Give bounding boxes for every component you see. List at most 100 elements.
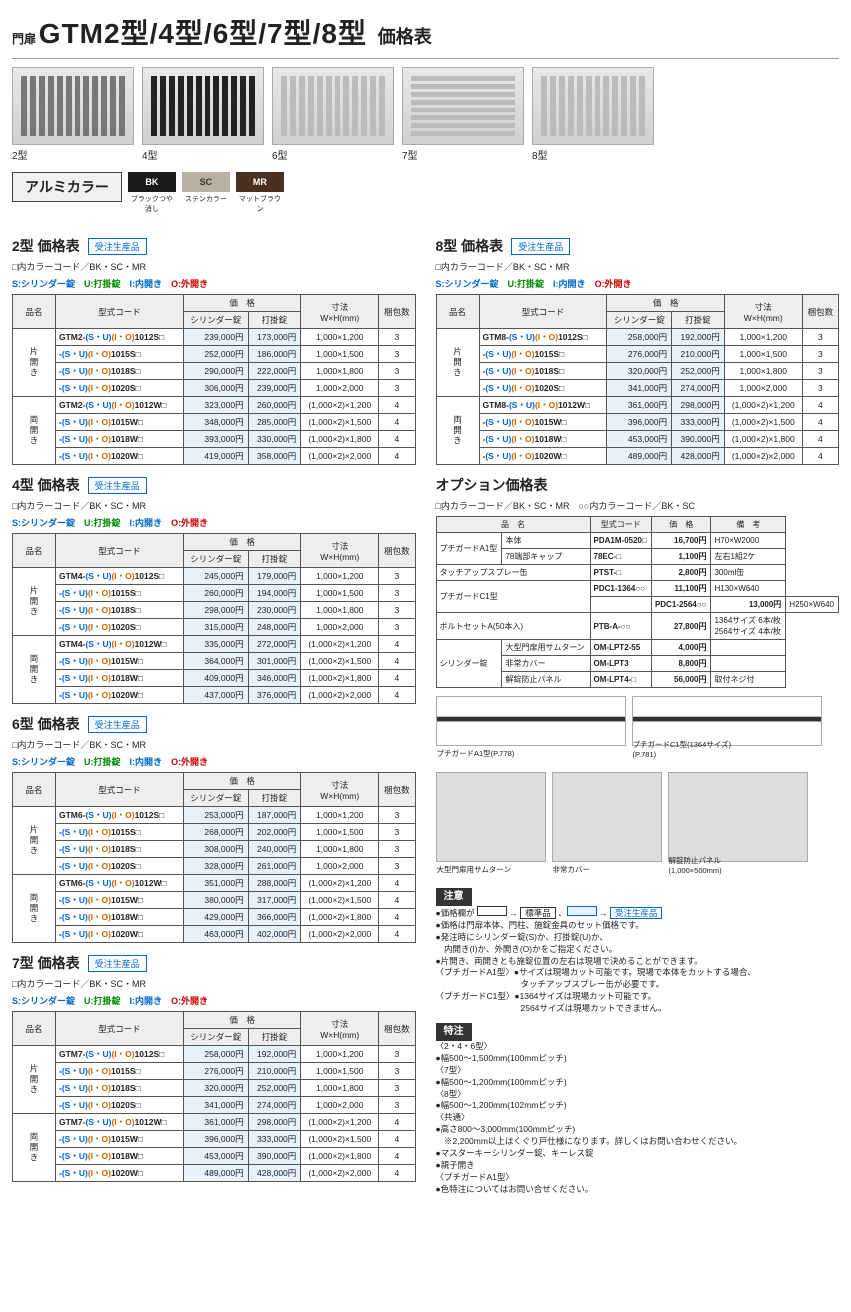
price-latch: 192,000円: [672, 329, 725, 346]
model-code: GTM4-(S・U)(I・O)1012S□: [56, 568, 184, 585]
price-latch: 239,000円: [248, 380, 301, 397]
note-line: ●片開き、両開きとも施錠位置の左右は現場で決めることができます。: [436, 956, 840, 968]
note-line: 〈プチガードC1型〉●1364サイズは現場カット可能です。: [436, 991, 840, 1003]
price-latch: 428,000円: [672, 448, 725, 465]
qty: 4: [802, 431, 838, 448]
dimension: 1,000×1,800: [301, 1080, 379, 1097]
price-latch: 358,000円: [248, 448, 301, 465]
option-name: タッチアップスプレー缶: [436, 565, 590, 581]
qty: 4: [379, 1165, 415, 1182]
option-subname: 78端部キャップ: [502, 549, 590, 565]
option-subname: [590, 597, 651, 613]
qty: 3: [802, 380, 838, 397]
qty: 3: [379, 568, 415, 585]
order-badge: 受注生産品: [88, 716, 147, 733]
price-cyl: 341,000円: [607, 380, 672, 397]
qty: 3: [379, 329, 415, 346]
order-badge: 受注生産品: [88, 477, 147, 494]
row-group: 片開き: [13, 807, 56, 875]
table-row: -(S・U)(I・O)1020S□ 315,000円 248,000円 1,00…: [13, 619, 416, 636]
note-line: ●価格欄が → 標準品 、 → 受注生産品: [436, 906, 840, 920]
dimension: (1,000×2)×1,800: [301, 1148, 379, 1165]
model-code: -(S・U)(I・O)1020S□: [479, 380, 607, 397]
color-name: マットブラウン: [236, 194, 284, 214]
option-row: ボルトセットA(50本入)PTB-A-○○ 27,800円 1364サイズ 6本…: [436, 613, 839, 640]
order-badge: 受注生産品: [88, 238, 147, 255]
price-latch: 274,000円: [672, 380, 725, 397]
price-latch: 210,000円: [248, 1063, 301, 1080]
table-row: -(S・U)(I・O)1015S□ 260,000円 194,000円 1,00…: [13, 585, 416, 602]
price-table: 品名型式コード価 格寸法W×H(mm)梱包数 シリンダー錠打掛錠片開きGTM7-…: [12, 1011, 416, 1182]
note-line: 内開き(I)か、外開き(O)かをご指定ください。: [436, 944, 840, 956]
special-line: ●色特注についてはお問い合せください。: [436, 1184, 840, 1196]
option-remark: 取付ネジ付: [711, 672, 786, 688]
table-row: -(S・U)(I・O)1015S□ 252,000円 186,000円 1,00…: [13, 346, 416, 363]
gate-image-6型: [272, 67, 394, 145]
dimension: (1,000×2)×1,200: [301, 1114, 379, 1131]
model-code: -(S・U)(I・O)1015S□: [56, 824, 184, 841]
option-title: オプション価格表: [436, 475, 840, 495]
dimension: (1,000×2)×1,800: [301, 431, 379, 448]
dimension: (1,000×2)×1,800: [301, 670, 379, 687]
table-row: 両開きGTM2-(S・U)(I・O)1012W□ 323,000円 260,00…: [13, 397, 416, 414]
header-subtitle: 価格表: [378, 27, 432, 47]
dimension: 1,000×1,200: [301, 1046, 379, 1063]
qty: 3: [379, 1063, 415, 1080]
option-price: 11,100円: [651, 581, 711, 597]
model-code: -(S・U)(I・O)1020W□: [56, 926, 184, 943]
model-code: -(S・U)(I・O)1020W□: [56, 687, 184, 704]
option-remark: H250×W640: [786, 597, 839, 613]
dimension: 1,000×1,500: [301, 346, 379, 363]
header-prefix: 門扉: [12, 32, 36, 46]
option-row: シリンダー錠大型門扉用サムターンOM-LPT2-55 4,000円: [436, 640, 839, 656]
qty: 3: [379, 824, 415, 841]
model-code: -(S・U)(I・O)1018W□: [56, 1148, 184, 1165]
price-cyl: 396,000円: [607, 414, 672, 431]
price-latch: 173,000円: [248, 329, 301, 346]
option-note: □内カラーコード／BK・SC・MR ○○内カラーコード／BK・SC: [436, 499, 840, 512]
dimension: 1,000×2,000: [301, 858, 379, 875]
lock-legend: S:シリンダー錠 U:打掛錠 I:内開き O:外開き: [12, 516, 416, 529]
option-remark: 1364サイズ 6本/枚2564サイズ 4本/枚: [711, 613, 786, 640]
price-table: 品名型式コード価 格寸法W×H(mm)梱包数 シリンダー錠打掛錠片開きGTM2-…: [12, 294, 416, 465]
option-images-2: 大型門扉用サムターン 非常カバー 解錠防止パネル(1,000×500mm): [436, 772, 840, 862]
price-latch: 428,000円: [248, 1165, 301, 1182]
dimension: 1,000×1,500: [724, 346, 802, 363]
price-latch: 301,000円: [248, 653, 301, 670]
price-latch: 298,000円: [672, 397, 725, 414]
table-row: -(S・U)(I・O)1015W□ 380,000円 317,000円 (1,0…: [13, 892, 416, 909]
section-title: 4型 価格表 受注生産品: [12, 475, 416, 495]
dimension: (1,000×2)×2,000: [301, 448, 379, 465]
option-price: 1,100円: [651, 549, 711, 565]
option-price: 8,800円: [651, 656, 711, 672]
price-cyl: 348,000円: [183, 414, 248, 431]
option-row: タッチアップスプレー缶PTST-□ 2,800円 300ml缶: [436, 565, 839, 581]
dimension: 1,000×2,000: [724, 380, 802, 397]
order-badge: 受注生産品: [511, 238, 570, 255]
model-code: -(S・U)(I・O)1020W□: [56, 448, 184, 465]
table-row: -(S・U)(I・O)1018S□ 290,000円 222,000円 1,00…: [13, 363, 416, 380]
price-latch: 366,000円: [248, 909, 301, 926]
option-remark: 左右1組2ケ: [711, 549, 786, 565]
qty: 3: [379, 363, 415, 380]
qty: 3: [379, 602, 415, 619]
qty: 3: [379, 841, 415, 858]
qty: 4: [802, 448, 838, 465]
row-group: 両開き: [13, 397, 56, 465]
qty: 4: [379, 397, 415, 414]
note-line: ●発注時にシリンダー錠(S)か、打掛錠(U)か、: [436, 932, 840, 944]
dimension: (1,000×2)×2,000: [301, 926, 379, 943]
option-code: PDC1-1364○○: [590, 581, 651, 597]
option-remark: [711, 656, 786, 672]
note-line: ●価格は門扉本体、門柱、施錠金具のセット価格です。: [436, 920, 840, 932]
table-row: -(S・U)(I・O)1015W□ 364,000円 301,000円 (1,0…: [13, 653, 416, 670]
thumbturn-image: 大型門扉用サムターン: [436, 772, 546, 862]
gate-label: 6型: [272, 147, 394, 162]
row-group: 片開き: [13, 568, 56, 636]
color-name: ステンカラー: [182, 194, 230, 204]
price-cyl: 239,000円: [183, 329, 248, 346]
table-row: -(S・U)(I・O)1020W□ 489,000円 428,000円 (1,0…: [436, 448, 839, 465]
model-code: -(S・U)(I・O)1018W□: [56, 431, 184, 448]
color-swatch-MR: MR: [236, 172, 284, 192]
price-latch: 192,000円: [248, 1046, 301, 1063]
